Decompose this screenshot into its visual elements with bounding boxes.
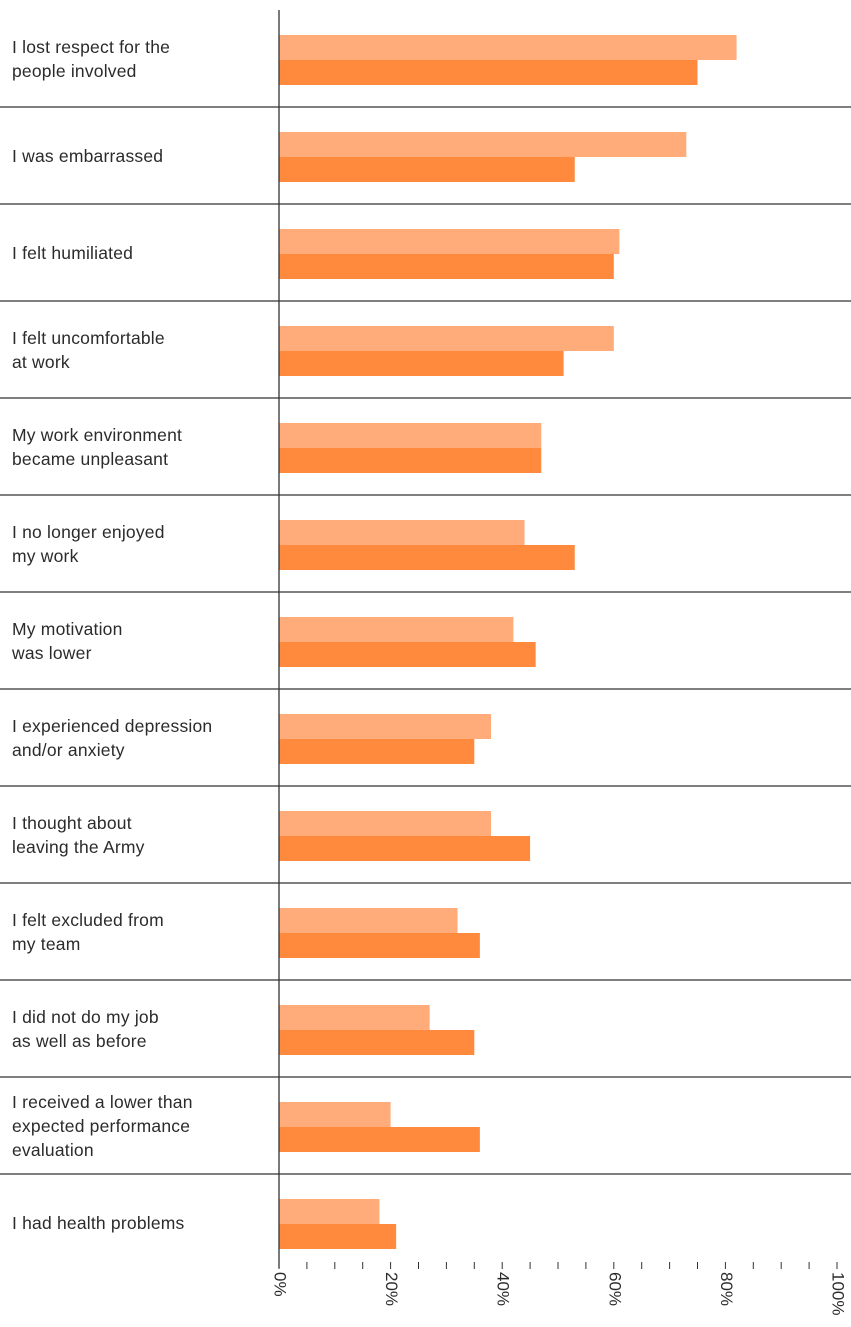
- bar-series-2-row-9: [279, 836, 531, 861]
- category-label-line: at work: [12, 352, 70, 372]
- x-tick-label: 20%: [382, 1272, 401, 1306]
- category-label-line: I was embarrassed: [12, 146, 163, 166]
- bar-series-1-row-6: [279, 520, 525, 545]
- category-label-line: and/or anxiety: [12, 740, 125, 760]
- category-label-line: I thought about: [12, 813, 132, 833]
- bar-series-1-row-2: [279, 132, 687, 157]
- category-label-line: leaving the Army: [12, 837, 145, 857]
- category-label: I felt excluded from my team: [12, 910, 164, 954]
- category-label-line: became unpleasant: [12, 449, 168, 469]
- category-label: I felt humiliated: [12, 243, 133, 263]
- category-label-line: my team: [12, 934, 81, 954]
- bar-series-1-row-13: [279, 1199, 380, 1224]
- category-label-line: my work: [12, 546, 79, 566]
- bar-series-2-row-4: [279, 351, 564, 376]
- bar-series-2-row-12: [279, 1127, 480, 1152]
- bar-series-2-row-10: [279, 933, 480, 958]
- category-label-line: I did not do my job: [12, 1007, 159, 1027]
- category-label-line: I felt uncomfortable: [12, 328, 165, 348]
- bar-series-1-row-8: [279, 714, 492, 739]
- bar-series-1-row-12: [279, 1102, 391, 1127]
- category-label: I lost respect for the people involved: [12, 37, 170, 81]
- category-labels: I lost respect for the people involved I w…: [11, 37, 212, 1233]
- category-label: I did not do my job as well as before: [12, 1007, 159, 1051]
- bar-series-2-row-5: [279, 448, 542, 473]
- bar-series-1-row-4: [279, 326, 614, 351]
- bar-series-1-row-3: [279, 229, 620, 254]
- category-label-line: I experienced depression: [12, 716, 212, 736]
- bar-series-2-row-3: [279, 254, 614, 279]
- bar-series-2-row-1: [279, 60, 698, 85]
- category-label-line: I no longer enjoyed: [12, 522, 165, 542]
- x-tick-label: 40%: [494, 1272, 513, 1306]
- bar-series-2-row-7: [279, 642, 536, 667]
- bar-series-1-row-9: [279, 811, 492, 836]
- category-label-line: was lower: [11, 643, 92, 663]
- category-label: I felt uncomfortable at work: [12, 328, 165, 372]
- category-label-line: I received a lower than: [12, 1092, 193, 1112]
- category-label: My work environment became unpleasant: [12, 425, 182, 469]
- x-tick-label: 60%: [605, 1272, 624, 1306]
- bar-series-2-row-2: [279, 157, 575, 182]
- bar-series-2-row-13: [279, 1224, 397, 1249]
- category-label-line: evaluation: [12, 1140, 94, 1160]
- category-label-line: My work environment: [12, 425, 182, 445]
- category-label-line: expected performance: [12, 1116, 190, 1136]
- bar-series-1-row-11: [279, 1005, 430, 1030]
- category-label-line: I had health problems: [12, 1213, 185, 1233]
- x-tick-label: 0%: [271, 1272, 290, 1297]
- category-label: I no longer enjoyed my work: [12, 522, 165, 566]
- category-label: I was embarrassed: [12, 146, 163, 166]
- category-label: I experienced depression and/or anxiety: [12, 716, 212, 760]
- bar-series-1-row-7: [279, 617, 514, 642]
- bar-series-2-row-6: [279, 545, 575, 570]
- category-label: I received a lower than expected performa…: [12, 1092, 193, 1160]
- bar-series-1-row-5: [279, 423, 542, 448]
- row-separators: [0, 106, 851, 1175]
- category-label: I thought about leaving the Army: [12, 813, 145, 857]
- category-label-line: I felt humiliated: [12, 243, 133, 263]
- x-tick-label: 80%: [717, 1272, 736, 1306]
- category-label-line: My motivation: [12, 619, 123, 639]
- category-label-line: people involved: [12, 61, 137, 81]
- category-label-line: as well as before: [12, 1031, 147, 1051]
- category-label-line: I felt excluded from: [12, 910, 164, 930]
- x-tick-label: 100%: [829, 1272, 848, 1315]
- bar-series-1-row-1: [279, 35, 737, 60]
- bars-layer: [279, 35, 737, 1249]
- bar-series-1-row-10: [279, 908, 458, 933]
- category-label: My motivation was lower: [11, 619, 123, 663]
- category-label: I had health problems: [12, 1213, 185, 1233]
- x-axis: 0% 20% 40% 60% 80% 100%: [271, 10, 848, 1315]
- bar-series-2-row-8: [279, 739, 475, 764]
- category-label-line: I lost respect for the: [12, 37, 170, 57]
- bar-series-2-row-11: [279, 1030, 475, 1055]
